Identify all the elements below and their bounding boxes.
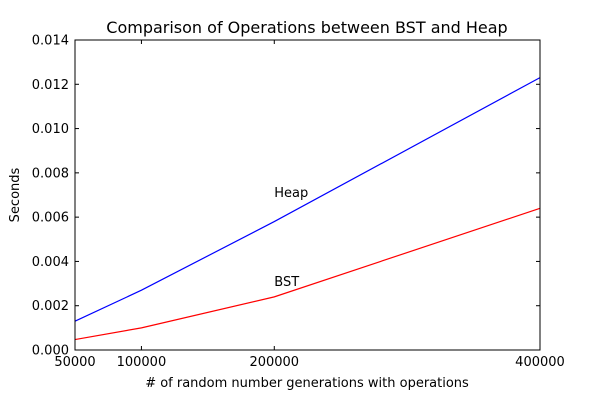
y-axis-label: Seconds <box>8 167 23 222</box>
chart-title: Comparison of Operations between BST and… <box>106 18 507 37</box>
plot-area: 50000 100000 200000 400000 0.000 0.002 0.004 0.… <box>32 34 565 371</box>
y-tick-label: 0.004 <box>32 255 69 270</box>
x-tick-label: 200000 <box>249 355 299 370</box>
y-tick-label: 0.000 <box>32 344 69 359</box>
annotation-heap: Heap <box>274 186 308 201</box>
series-line-heap <box>74 77 541 322</box>
y-tick-label: 0.002 <box>32 299 69 314</box>
annotation-bst: BST <box>274 275 299 290</box>
x-tick-label: 50000 <box>54 355 95 370</box>
y-tick-label: 0.012 <box>32 78 69 93</box>
y-tick-label: 0.006 <box>32 211 69 226</box>
series-line-bst <box>74 207 541 341</box>
x-tick-label: 400000 <box>515 355 565 370</box>
y-tick-label: 0.008 <box>32 166 69 181</box>
y-tick-label: 0.010 <box>32 122 69 137</box>
y-tick-label: 0.014 <box>32 34 69 49</box>
plot-frame <box>74 39 541 351</box>
x-tick-label: 100000 <box>117 355 167 370</box>
x-axis-label: # of random number generations with oper… <box>145 376 469 391</box>
